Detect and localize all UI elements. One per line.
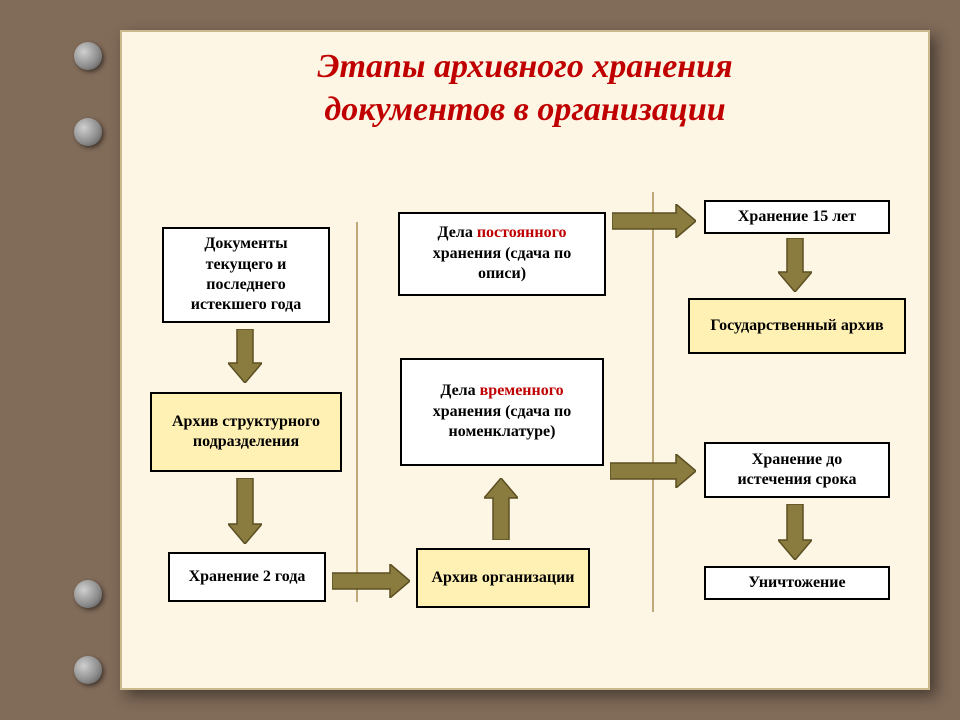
- binder-hole-icon: [74, 656, 102, 684]
- title-line-1: Этапы архивного хранения: [317, 48, 732, 85]
- column-divider: [356, 222, 358, 602]
- node-label: Архив структурного подразделения: [160, 412, 332, 453]
- node-n6: Архив организации: [416, 548, 590, 608]
- node-label: Архив организации: [432, 568, 575, 588]
- node-label: Уничтожение: [748, 573, 845, 593]
- arrow-down-icon: [778, 238, 812, 292]
- flow-diagram: Документы текущего и последнего истекшег…: [122, 182, 928, 688]
- node-n4: Дела постоянного хранения (сдача по опис…: [398, 212, 606, 296]
- node-n7: Хранение 15 лет: [704, 200, 890, 234]
- arrow-down-icon: [228, 329, 262, 383]
- node-n5: Дела временного хранения (сдача по номен…: [400, 358, 604, 466]
- arrow-down-icon: [228, 478, 262, 544]
- node-n2: Архив структурного подразделения: [150, 392, 342, 472]
- arrow-right-icon: [332, 564, 410, 598]
- node-label: Документы текущего и последнего истекшег…: [172, 234, 320, 316]
- column-divider: [652, 192, 654, 612]
- title-line-2: документов в организации: [142, 89, 908, 132]
- binder-hole-icon: [74, 42, 102, 70]
- arrow-up-icon: [484, 478, 518, 540]
- node-n1: Документы текущего и последнего истекшег…: [162, 227, 330, 323]
- node-n10: Уничтожение: [704, 566, 890, 600]
- node-label: Хранение 15 лет: [738, 207, 856, 227]
- node-label: Государственный архив: [710, 316, 883, 336]
- node-label: Дела постоянного хранения (сдача по опис…: [408, 223, 596, 284]
- arrow-right-icon: [612, 204, 696, 238]
- slide-panel: Этапы архивного хранения документов в ор…: [120, 30, 930, 690]
- node-label: Дела временного хранения (сдача по номен…: [410, 381, 594, 442]
- binder-hole-icon: [74, 118, 102, 146]
- binder-hole-icon: [74, 580, 102, 608]
- node-label: Хранение 2 года: [189, 567, 306, 587]
- node-n3: Хранение 2 года: [168, 552, 326, 602]
- arrow-down-icon: [778, 504, 812, 560]
- slide-title: Этапы архивного хранения документов в ор…: [122, 32, 928, 137]
- node-n8: Государственный архив: [688, 298, 906, 354]
- node-label: Хранение до истечения срока: [714, 450, 880, 491]
- node-n9: Хранение до истечения срока: [704, 442, 890, 498]
